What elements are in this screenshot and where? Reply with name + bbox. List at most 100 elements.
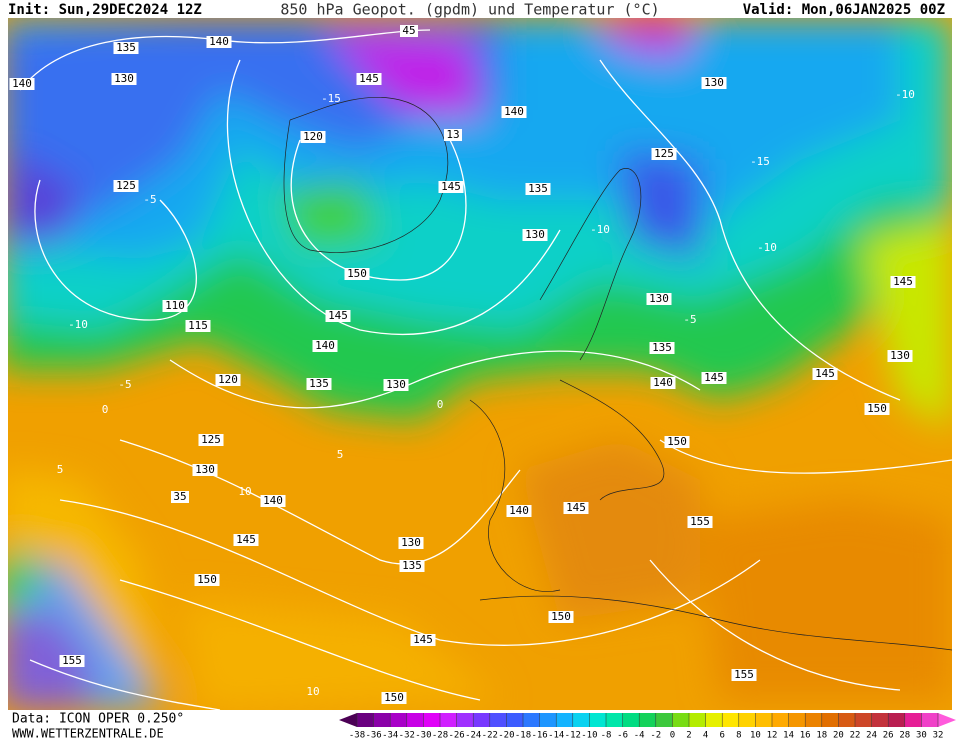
colorbar-box — [821, 713, 839, 727]
geopotential-label: 120 — [218, 373, 238, 386]
geopotential-label: 125 — [654, 147, 674, 160]
label-box — [325, 310, 351, 322]
init-time: Init: Sun,29DEC2024 12Z — [8, 2, 202, 18]
colorbar-tick-label: 4 — [703, 731, 708, 741]
geopotential-label: 125 — [201, 433, 221, 446]
label-box — [664, 436, 690, 448]
temperature-label: -5 — [683, 313, 696, 326]
colorbar-tick-label: -18 — [515, 731, 531, 741]
colorbar-tick-label: -34 — [382, 731, 398, 741]
colorbar-box — [855, 713, 872, 727]
temperature-label: 5 — [57, 463, 64, 476]
colorbar-box — [406, 713, 424, 727]
geopotential-label: 130 — [704, 76, 724, 89]
geopotential-label: 120 — [303, 130, 323, 143]
colorbar-arrow — [339, 713, 357, 727]
geopotential-label: 135 — [402, 559, 422, 572]
colorbar-tick-label: -12 — [565, 731, 581, 741]
colorbar-tick-label: -26 — [448, 731, 464, 741]
label-box — [701, 372, 727, 384]
geopotential-label: 115 — [188, 319, 208, 332]
geopotential-label: 150 — [551, 610, 571, 623]
colorbar-box — [672, 713, 689, 727]
label-box — [438, 181, 464, 193]
geopotential-label: 145 — [704, 371, 724, 384]
geopotential-label: 130 — [401, 536, 421, 549]
colorbar: -38 -36 -34 -32 -30 -28 -26 -24 -22 -20 -18 -16 -14-… — [339, 713, 956, 741]
geopotential-label: 145 — [328, 309, 348, 322]
colorbar-tick-label: -10 — [581, 731, 597, 741]
label-box — [344, 268, 370, 280]
map-title: 850 hPa Geopot. (gpdm) und Temperatur (°… — [280, 1, 659, 19]
colorbar-box — [373, 713, 391, 727]
colorbar-tick-label: 6 — [719, 731, 724, 741]
geopotential-label: 145 — [893, 275, 913, 288]
geopotential-label: 130 — [649, 292, 669, 305]
temperature-field — [8, 18, 952, 710]
label-box — [171, 491, 189, 503]
colorbar-box — [589, 713, 606, 727]
geopotential-label: 155 — [690, 515, 710, 528]
geopotential-label: 140 — [653, 376, 673, 389]
label-box — [890, 276, 916, 288]
colorbar-box — [456, 713, 474, 727]
label-box — [410, 634, 436, 646]
geopotential-label: 140 — [209, 35, 229, 48]
label-box — [381, 692, 407, 704]
label-box — [400, 25, 418, 37]
geopotential-label: 145 — [359, 72, 379, 85]
geopotential-label: 130 — [386, 378, 406, 391]
geopotential-label: 145 — [413, 633, 433, 646]
colorbar-box — [738, 713, 756, 727]
label-box — [215, 374, 241, 386]
colorbar-box — [888, 713, 905, 727]
colorbar-box — [606, 713, 623, 727]
colorbar-tick-label: -22 — [482, 731, 498, 741]
geopotential-label: 140 — [315, 339, 335, 352]
geopotential-label: 135 — [116, 41, 136, 54]
colorbar-tick-label: -28 — [432, 731, 448, 741]
geopotential-label: 130 — [195, 463, 215, 476]
label-box — [185, 320, 211, 332]
geopotential-label: 150 — [384, 691, 404, 704]
colorbar-box — [772, 713, 789, 727]
label-box — [646, 293, 672, 305]
colorbar-box — [722, 713, 739, 727]
label-box — [525, 183, 551, 195]
geopotential-label: 140 — [263, 494, 283, 507]
colorbar-box — [539, 713, 557, 727]
colorbar-tick-label: -30 — [415, 731, 431, 741]
temperature-label: 0 — [102, 403, 109, 416]
label-box — [306, 378, 332, 390]
colorbar-arrow — [938, 713, 956, 727]
geopotential-label: 135 — [528, 182, 548, 195]
label-box — [731, 669, 757, 681]
colorbar-box — [838, 713, 855, 727]
colorbar-tick-label: 32 — [933, 731, 944, 741]
colorbar-tick-label: -38 — [349, 731, 365, 741]
colorbar-box — [556, 713, 573, 727]
colorbar-tick-label: -16 — [531, 731, 547, 741]
colorbar-tick-label: 10 — [750, 731, 761, 741]
colorbar-box — [705, 713, 723, 727]
colorbar-box — [689, 713, 706, 727]
temperature-label: -10 — [895, 88, 915, 101]
colorbar-tick-label: -2 — [650, 731, 661, 741]
colorbar-box — [357, 713, 374, 727]
colorbar-box — [921, 713, 938, 727]
geopotential-label: 155 — [734, 668, 754, 681]
label-box — [398, 537, 424, 549]
contour-labels: 135 140 45 140 130 145 140 130 120 13 125 125 145 135… — [9, 24, 916, 704]
label-box — [701, 77, 727, 89]
geopotential-label: 145 — [441, 180, 461, 193]
colorbar-tick-label: 28 — [899, 731, 910, 741]
website: WWW.WETTERZENTRALE.DE — [12, 727, 164, 741]
temperature-label: -15 — [750, 155, 770, 168]
temperature-label: -5 — [118, 378, 131, 391]
label-box — [444, 129, 462, 141]
label-box — [812, 368, 838, 380]
geopotential-label: 13 — [446, 128, 459, 141]
colorbar-tick-label: 24 — [866, 731, 877, 741]
geopotential-label: 35 — [173, 490, 186, 503]
